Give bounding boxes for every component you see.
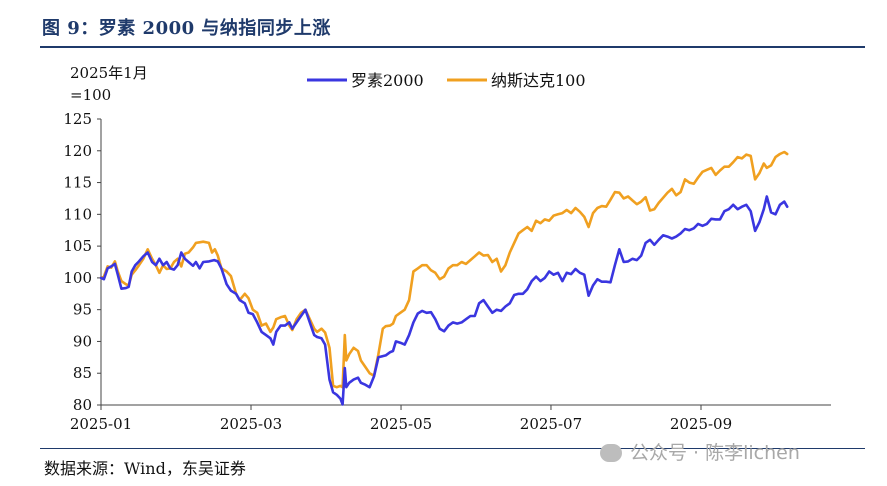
y-tick-label: 115 <box>63 174 92 192</box>
x-tick-label: 2025-01 <box>70 415 132 433</box>
y-tick-label: 100 <box>63 269 92 287</box>
x-axis-ticks: 2025-01 2025-03 2025-05 2025-07 2025-09 <box>70 405 732 433</box>
chart-series-lines <box>99 150 789 406</box>
legend-label-russell: 罗素2000 <box>351 71 424 90</box>
watermark-text: 公众号 · 陈李lichen <box>630 442 800 464</box>
y-tick-label: 125 <box>63 110 92 128</box>
source-rule <box>40 448 865 449</box>
legend-label-nasdaq: 纳斯达克100 <box>491 71 586 90</box>
y-tick-label: 95 <box>73 301 92 319</box>
series-line-russell2000 <box>99 195 789 406</box>
y-tick-label: 85 <box>73 364 92 382</box>
title-rule <box>40 46 865 48</box>
data-source-note: 数据来源：Wind，东吴证券 <box>44 459 246 478</box>
y-tick-label: 105 <box>63 237 92 255</box>
unit-label-line2: =100 <box>70 86 111 104</box>
y-tick-label: 80 <box>73 396 92 414</box>
figure-title: 图 9：罗素 2000 与纳指同步上涨 <box>42 18 331 39</box>
y-tick-label: 120 <box>63 142 92 160</box>
x-tick-label: 2025-03 <box>220 415 282 433</box>
watermark: 公众号 · 陈李lichen <box>600 438 800 465</box>
x-tick-label: 2025-05 <box>370 415 432 433</box>
y-tick-label: 90 <box>73 332 92 350</box>
y-tick-label: 110 <box>63 205 92 223</box>
x-tick-label: 2025-09 <box>670 415 732 433</box>
series-line-nasdaq100 <box>99 150 789 389</box>
y-axis-ticks: 80 85 90 95 100 105 110 115 120 125 <box>63 110 101 414</box>
wechat-icon <box>600 444 622 462</box>
unit-label-line1: 2025年1月 <box>70 64 148 82</box>
chart-legend: 罗素2000 纳斯达克100 <box>307 71 586 90</box>
chart-axes <box>100 119 831 406</box>
x-tick-label: 2025-07 <box>520 415 582 433</box>
